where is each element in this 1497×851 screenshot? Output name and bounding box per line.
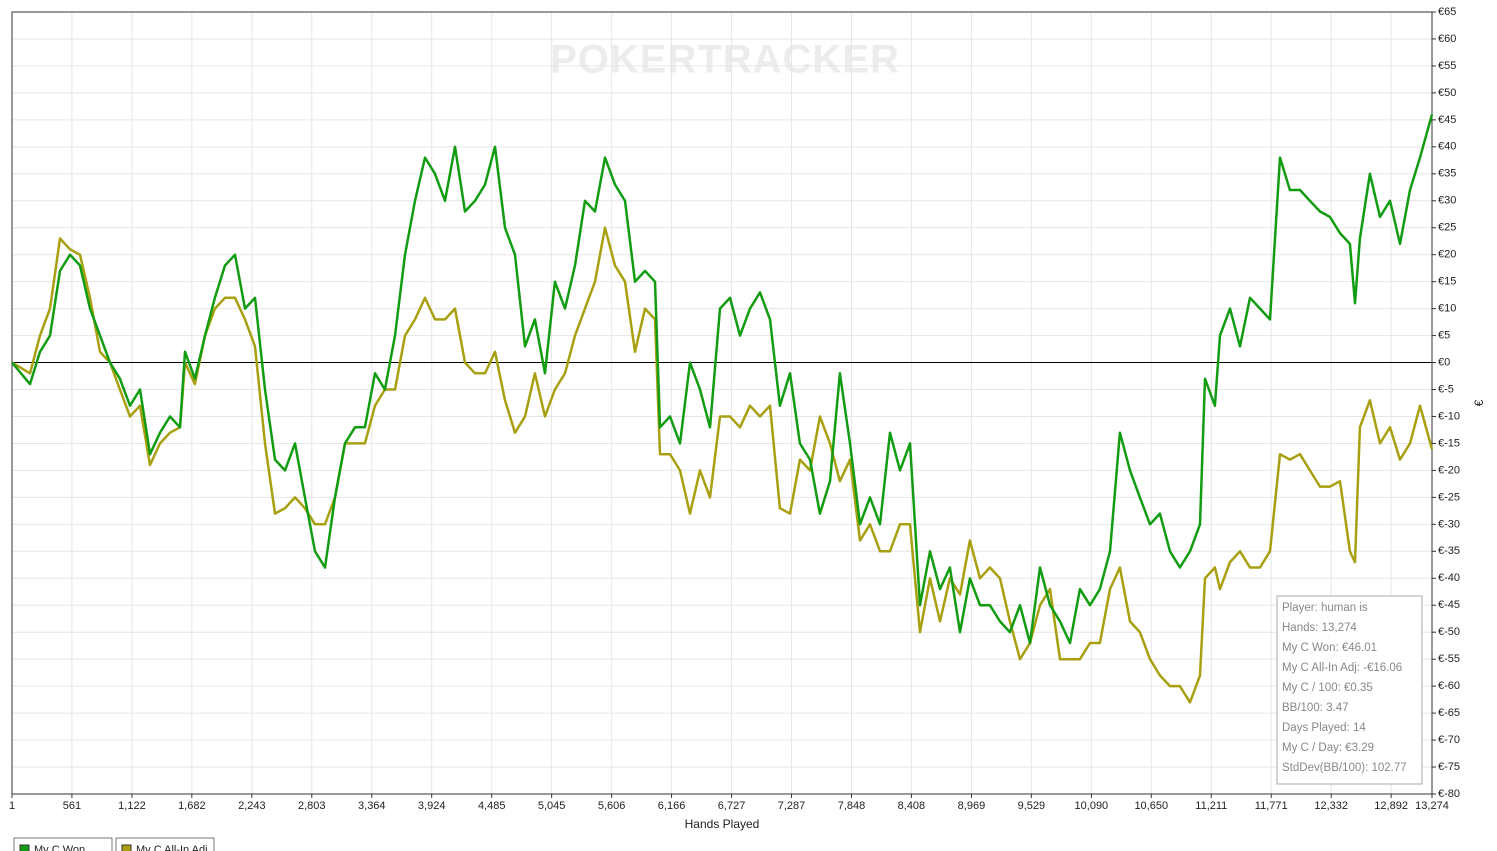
- x-tick-label: 3,924: [418, 800, 446, 812]
- y-tick-label: €5: [1438, 329, 1450, 341]
- x-tick-label: 5,606: [598, 800, 626, 812]
- legend-item-frame: [115, 837, 215, 851]
- y-tick-label: €-65: [1438, 707, 1460, 719]
- legend-label: My C Won: [34, 844, 85, 851]
- y-tick-label: €0: [1438, 356, 1450, 368]
- x-tick-label: 5,045: [538, 800, 566, 812]
- info-text: My C / 100: €0.35: [1282, 682, 1373, 694]
- series-line: [11, 114, 1434, 645]
- y-tick-label: €-45: [1438, 599, 1460, 611]
- legend-swatch: [121, 844, 132, 851]
- y-tick-label: €20: [1438, 249, 1456, 261]
- legend-swatch: [19, 844, 30, 851]
- y-tick-label: €-80: [1438, 788, 1460, 800]
- y-tick-label: €60: [1438, 33, 1456, 45]
- watermark: POKERTRACKER: [550, 38, 900, 82]
- y-axis-label: €: [1472, 399, 1486, 406]
- x-tick-label: 10,650: [1134, 800, 1168, 812]
- legend-label: My C All-In Adj: [136, 844, 208, 851]
- x-tick-label: 1,122: [118, 800, 146, 812]
- info-text: My C Won: €46.01: [1282, 642, 1377, 654]
- info-box-frame: [1276, 595, 1423, 785]
- y-tick-label: €50: [1438, 87, 1456, 99]
- y-tick-label: €55: [1438, 60, 1456, 72]
- y-tick-label: €-55: [1438, 653, 1460, 665]
- y-tick-label: €-10: [1438, 410, 1460, 422]
- y-tick-label: €35: [1438, 168, 1456, 180]
- y-tick-label: €25: [1438, 222, 1456, 234]
- info-text: Player: human is: [1282, 602, 1368, 614]
- y-tick-label: €-50: [1438, 626, 1460, 638]
- x-tick-label: 12,332: [1314, 800, 1348, 812]
- legend: My C Won My C All-In Adj: [13, 837, 215, 851]
- y-tick-label: €-60: [1438, 680, 1460, 692]
- x-tick-label: 11,211: [1195, 800, 1227, 812]
- x-tick-label: 13,274: [1415, 800, 1449, 812]
- x-tick-label: 1: [9, 800, 15, 812]
- x-tick-label: 3,364: [358, 800, 386, 812]
- x-tick-label: 11,771: [1255, 800, 1288, 812]
- x-tick-label: 6,166: [658, 800, 686, 812]
- y-tick-label: €-35: [1438, 545, 1460, 557]
- info-text: BB/100: 3.47: [1282, 702, 1349, 714]
- info-text: My C / Day: €3.29: [1282, 742, 1374, 754]
- y-tick-label: €10: [1438, 303, 1456, 315]
- y-tick-label: €-75: [1438, 761, 1460, 773]
- y-tick-label: €-15: [1438, 437, 1460, 449]
- y-tick-label: €-25: [1438, 491, 1460, 503]
- x-axis-label: Hands Played: [685, 817, 760, 831]
- y-tick-label: €-20: [1438, 464, 1460, 476]
- x-tick-label: 7,848: [838, 800, 866, 812]
- x-tick-label: 7,287: [778, 800, 806, 812]
- info-box: Player: human is Hands: 13,274 My C Won: €…: [1276, 595, 1423, 785]
- x-tick-label: 2,803: [298, 800, 326, 812]
- y-tick-label: €15: [1438, 276, 1456, 288]
- x-tick-label: 2,243: [238, 800, 266, 812]
- info-text: My C All-In Adj: -€16.06: [1282, 662, 1402, 674]
- x-tick-label: 8,969: [958, 800, 986, 812]
- series-line: [11, 226, 1434, 704]
- x-tick-label: 9,529: [1018, 800, 1046, 812]
- x-tick-label: 561: [63, 800, 81, 812]
- info-text: StdDev(BB/100): 102.77: [1282, 762, 1407, 774]
- y-tick-label: €30: [1438, 195, 1456, 207]
- y-tick-label: €-70: [1438, 734, 1460, 746]
- y-tick-label: €-40: [1438, 572, 1460, 584]
- info-text: Days Played: 14: [1282, 722, 1366, 734]
- grid: [11, 11, 1433, 795]
- x-tick-label: 12,892: [1374, 800, 1408, 812]
- x-tick-label: 4,485: [478, 800, 506, 812]
- info-text: Hands: 13,274: [1282, 622, 1357, 634]
- x-tick-label: 10,090: [1075, 800, 1109, 812]
- x-tick-label: 1,682: [178, 800, 206, 812]
- y-tick-label: €45: [1438, 114, 1456, 126]
- plot-frame: [11, 11, 1433, 795]
- x-tick-label: 6,727: [718, 800, 746, 812]
- x-tick-label: 8,408: [898, 800, 926, 812]
- legend-item-frame: [13, 837, 113, 851]
- y-tick-label: €65: [1438, 6, 1456, 18]
- y-tick-label: €-30: [1438, 518, 1460, 530]
- y-tick-label: €40: [1438, 141, 1456, 153]
- y-tick-label: €-5: [1438, 383, 1454, 395]
